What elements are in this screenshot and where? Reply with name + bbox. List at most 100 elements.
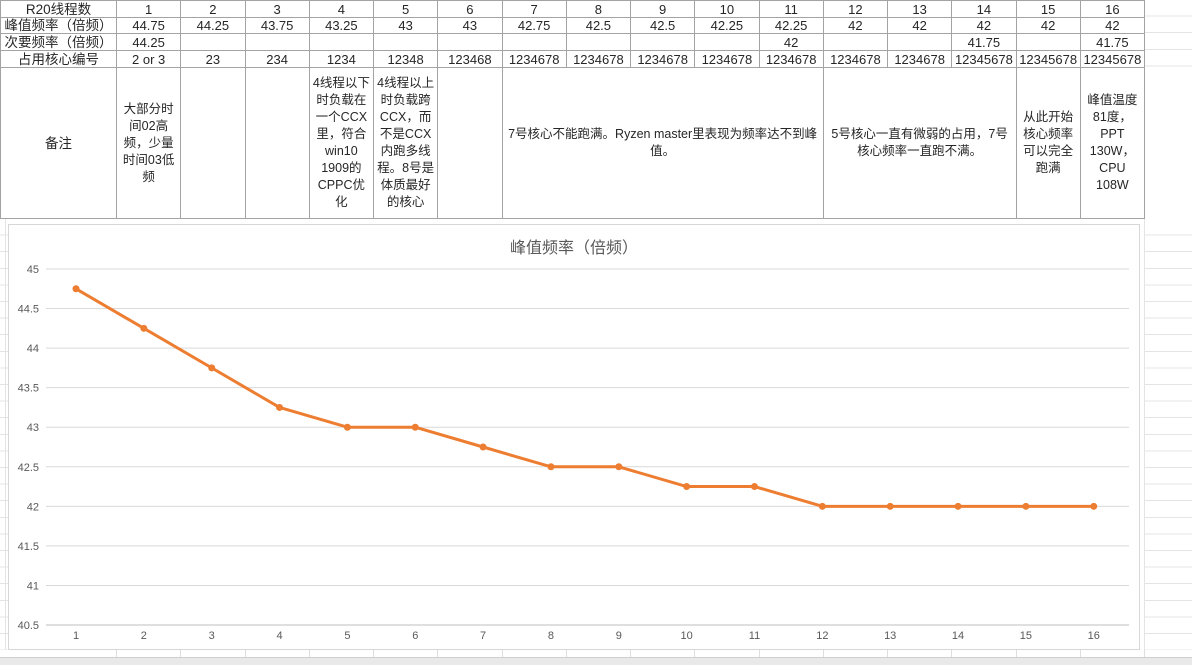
secondary-frequency-cell[interactable] — [695, 34, 760, 51]
y-axis-tick-label: 42 — [27, 501, 39, 513]
peak-frequency-cell[interactable]: 42.25 — [759, 18, 824, 34]
peak-frequency-cell[interactable]: 43 — [374, 18, 439, 34]
data-point-marker — [411, 423, 419, 431]
thread-count-cell[interactable]: 8 — [566, 1, 631, 18]
note-cell-threads7-11[interactable]: 7号核心不能跑满。Ryzen master里表现为频率达不到峰值。 — [502, 68, 824, 219]
row-header-cell[interactable]: 峰值频率（倍频） — [1, 18, 117, 34]
y-axis-tick-label: 45 — [27, 264, 39, 276]
row-header-cell[interactable]: R20线程数 — [1, 1, 117, 18]
thread-count-cell[interactable]: 10 — [695, 1, 760, 18]
thread-count-cell[interactable]: 1 — [117, 1, 182, 18]
cores-used-cell[interactable]: 1234678 — [823, 51, 888, 68]
secondary-frequency-cell[interactable] — [309, 34, 374, 51]
peak-frequency-cell[interactable]: 43.25 — [309, 18, 374, 34]
x-axis-tick-label: 12 — [816, 630, 828, 642]
cores-used-cell[interactable]: 12348 — [374, 51, 439, 68]
peak-frequency-cell[interactable]: 42 — [888, 18, 953, 34]
thread-count-cell[interactable]: 3 — [245, 1, 310, 18]
secondary-frequency-cell[interactable] — [245, 34, 310, 51]
y-axis-tick-label: 44 — [27, 343, 39, 355]
data-point-marker — [72, 285, 80, 293]
row-header-cell[interactable]: 占用核心编号 — [1, 51, 117, 68]
peak-frequency-cell[interactable]: 43 — [438, 18, 503, 34]
sheet-gridline-vertical — [373, 650, 374, 657]
note-cell-threads12-14[interactable]: 5号核心一直有微弱的占用，7号核心频率一直跑不满。 — [823, 68, 1017, 219]
thread-count-cell[interactable]: 5 — [374, 1, 439, 18]
secondary-frequency-cell[interactable] — [823, 34, 888, 51]
sheet-gridline-vertical — [951, 650, 952, 657]
thread-count-cell[interactable]: 14 — [952, 1, 1017, 18]
peak-frequency-cell[interactable]: 42 — [952, 18, 1017, 34]
sheet-gridline-vertical — [180, 650, 181, 657]
secondary-frequency-cell[interactable] — [566, 34, 631, 51]
row-header-cell[interactable]: 次要频率（倍频） — [1, 34, 117, 51]
note-cell-empty[interactable] — [181, 68, 246, 219]
cores-used-cell[interactable]: 1234678 — [695, 51, 760, 68]
note-cell-thread1[interactable]: 大部分时间02高频，少量时间03低频 — [117, 68, 182, 219]
secondary-frequency-cell[interactable] — [181, 34, 246, 51]
data-point-marker — [343, 423, 351, 431]
note-cell-thread4[interactable]: 4线程以下时负载在一个CCX里，符合win10 1909的CPPC优化 — [309, 68, 374, 219]
cores-used-cell[interactable]: 123468 — [438, 51, 503, 68]
cores-used-cell[interactable]: 12345678 — [952, 51, 1017, 68]
note-cell-thread16[interactable]: 峰值温度81度，PPT 130W，CPU 108W — [1080, 68, 1145, 219]
chart-title: 峰值频率（倍频） — [509, 240, 638, 257]
cores-used-cell[interactable]: 12345678 — [1016, 51, 1081, 68]
peak-frequency-cell[interactable]: 42.5 — [566, 18, 631, 34]
secondary-frequency-cell[interactable] — [502, 34, 567, 51]
cores-used-cell[interactable]: 12345678 — [1080, 51, 1145, 68]
x-axis-tick-label: 9 — [616, 630, 622, 642]
peak-frequency-chart[interactable]: 峰值频率（倍频） 45 44.5 44 43.5 43 42.5 42 41.5 41 40.5 1… — [8, 224, 1140, 650]
secondary-frequency-cell[interactable]: 41.75 — [1080, 34, 1145, 51]
thread-count-cell[interactable]: 16 — [1080, 1, 1145, 18]
note-cell-thread5[interactable]: 4线程以上时负载跨CCX，而不是CCX内跑多线程。8号是体质最好的核心 — [374, 68, 439, 219]
peak-frequency-cell[interactable]: 43.75 — [245, 18, 310, 34]
thread-count-cell[interactable]: 7 — [502, 1, 567, 18]
peak-frequency-cell[interactable]: 42 — [1016, 18, 1081, 34]
note-cell-thread15[interactable]: 从此开始核心频率可以完全跑满 — [1016, 68, 1081, 219]
x-axis-tick-label: 10 — [681, 630, 693, 642]
secondary-frequency-cell[interactable] — [374, 34, 439, 51]
peak-frequency-cell[interactable]: 42 — [823, 18, 888, 34]
x-axis-tick-label: 7 — [480, 630, 486, 642]
secondary-frequency-cell[interactable]: 41.75 — [952, 34, 1017, 51]
x-axis-tick-label: 16 — [1088, 630, 1100, 642]
secondary-frequency-cell[interactable] — [438, 34, 503, 51]
sheet-gridline-vertical — [694, 650, 695, 657]
cores-used-cell[interactable]: 234 — [245, 51, 310, 68]
thread-count-cell[interactable]: 13 — [888, 1, 953, 18]
cores-used-cell[interactable]: 1234678 — [888, 51, 953, 68]
thread-count-cell[interactable]: 4 — [309, 1, 374, 18]
secondary-frequency-cell[interactable] — [888, 34, 953, 51]
thread-count-cell[interactable]: 15 — [1016, 1, 1081, 18]
note-cell-empty[interactable] — [438, 68, 503, 219]
peak-frequency-cell[interactable]: 42.5 — [631, 18, 696, 34]
cores-used-cell[interactable]: 1234678 — [759, 51, 824, 68]
sheet-gridline-vertical — [823, 650, 824, 657]
data-point-marker — [751, 483, 758, 491]
cores-used-cell[interactable]: 1234678 — [566, 51, 631, 68]
secondary-frequency-cell[interactable] — [1016, 34, 1081, 51]
cores-used-cell[interactable]: 1234678 — [631, 51, 696, 68]
sheet-gridline-vertical — [630, 650, 631, 657]
secondary-frequency-cell[interactable]: 44.25 — [117, 34, 182, 51]
thread-count-cell[interactable]: 12 — [823, 1, 888, 18]
cores-used-cell[interactable]: 23 — [181, 51, 246, 68]
row-header-cell[interactable]: 备注 — [1, 68, 117, 219]
peak-frequency-cell[interactable]: 42 — [1080, 18, 1145, 34]
thread-count-cell[interactable]: 2 — [181, 1, 246, 18]
cores-used-cell[interactable]: 1234 — [309, 51, 374, 68]
secondary-frequency-cell[interactable]: 42 — [759, 34, 824, 51]
cores-used-cell[interactable]: 1234678 — [502, 51, 567, 68]
peak-frequency-cell[interactable]: 44.25 — [181, 18, 246, 34]
cores-used-cell[interactable]: 2 or 3 — [117, 51, 182, 68]
peak-frequency-cell[interactable]: 44.75 — [117, 18, 182, 34]
peak-frequency-cell[interactable]: 42.25 — [695, 18, 760, 34]
thread-count-cell[interactable]: 6 — [438, 1, 503, 18]
x-axis-tick-label: 1 — [73, 630, 79, 642]
note-cell-empty[interactable] — [245, 68, 310, 219]
peak-frequency-cell[interactable]: 42.75 — [502, 18, 567, 34]
thread-count-cell[interactable]: 9 — [631, 1, 696, 18]
secondary-frequency-cell[interactable] — [631, 34, 696, 51]
thread-count-cell[interactable]: 11 — [759, 1, 824, 18]
